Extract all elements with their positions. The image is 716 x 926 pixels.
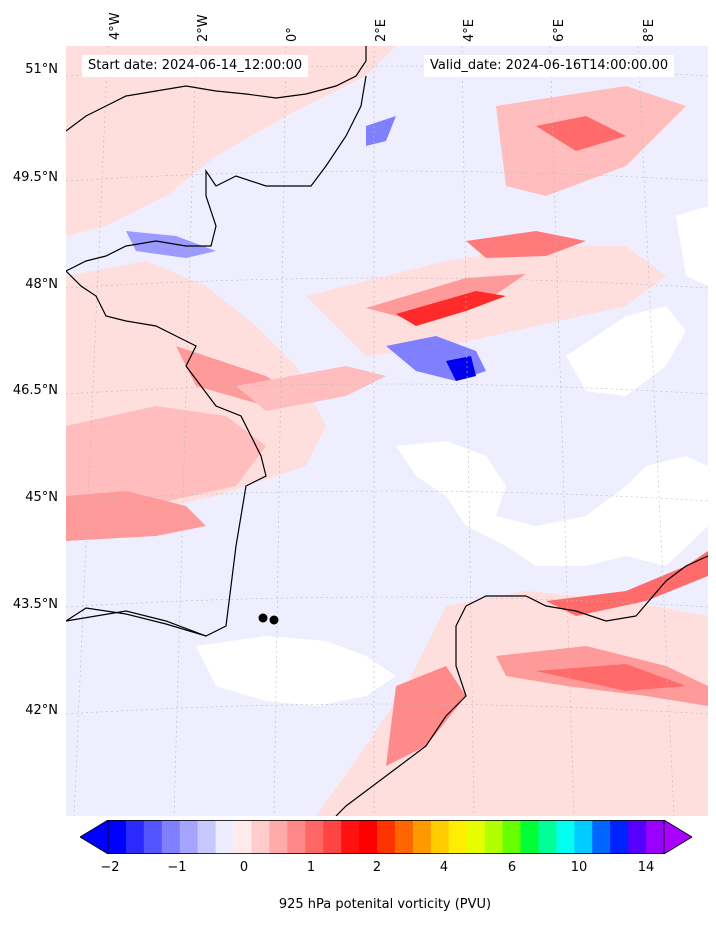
pv-positive-med	[316, 591, 708, 816]
colorbar-segment	[197, 820, 217, 854]
colorbar-segment	[484, 820, 504, 854]
colorbar-segment	[556, 820, 575, 854]
lon-label-4e: 4°E	[462, 19, 477, 42]
coast-england-south	[66, 46, 367, 132]
lat-label-42n: 42°N	[25, 703, 58, 718]
colorbar-segment	[341, 820, 360, 854]
colorbar-tick-2: 2	[372, 860, 382, 875]
colorbar-tick-14: 14	[637, 860, 655, 875]
colorbar-over-arrow	[663, 820, 692, 854]
colorbar-segment	[143, 820, 163, 854]
pv-negative-strong	[446, 356, 476, 381]
missing-data-pyrenees	[196, 636, 396, 706]
pv-positive-central-strong	[366, 274, 526, 321]
graticule	[66, 46, 708, 816]
marker-1	[258, 613, 268, 623]
colorbar-segment	[538, 820, 557, 854]
colorbar-tick-m1: −1	[167, 860, 187, 875]
lat-label-45n: 45°N	[25, 490, 58, 505]
colorbar-tick-6: 6	[507, 860, 517, 875]
colorbar-segment	[502, 820, 522, 854]
missing-data-massif	[396, 441, 708, 566]
colorbar-segment	[125, 820, 145, 854]
colorbar	[80, 820, 692, 854]
coast-catalonia	[335, 605, 467, 816]
colorbar-tick-m2: −2	[100, 860, 120, 875]
colorbar-segment	[574, 820, 593, 854]
missing-data-alps-north	[566, 306, 686, 396]
colorbar-segment	[610, 820, 629, 854]
colorbar-segment	[448, 820, 468, 854]
colorbar-segment	[233, 820, 252, 854]
coast-channel-france	[66, 75, 367, 272]
colorbar-segment	[359, 820, 378, 854]
lon-label-6e: 6°E	[552, 19, 567, 42]
pv-negative-northwest	[126, 231, 216, 258]
valid-date-label: Valid_date: 2024-06-16T14:00:00.00	[424, 55, 675, 77]
lon-label-0: 0°	[285, 27, 300, 42]
coastlines	[66, 46, 708, 816]
lat-label-46-5n: 46.5°N	[12, 383, 58, 398]
pv-positive-catalonia	[386, 666, 466, 766]
pv-positive-bay	[66, 406, 266, 516]
colorbar-segment	[646, 820, 665, 854]
pv-positive-strong-1	[396, 291, 506, 326]
colorbar-segment	[394, 820, 414, 854]
colorbar-segment	[628, 820, 647, 854]
colorbar-segment	[377, 820, 396, 854]
markers	[258, 613, 279, 625]
lat-label-48n: 48°N	[25, 277, 58, 292]
coast-mediterranean	[465, 555, 708, 622]
pv-positive-bay-strong	[66, 491, 206, 541]
pv-negative-ne	[366, 116, 396, 146]
colorbar-tick-10: 10	[570, 860, 588, 875]
colorbar-segment	[305, 820, 324, 854]
colorbar-segment	[161, 820, 181, 854]
colorbar-segment	[412, 820, 432, 854]
pv-positive-ne-strong	[536, 116, 626, 151]
colorbar-segment	[215, 820, 235, 854]
colorbar-segment	[287, 820, 306, 854]
colorbar-under-arrow	[80, 820, 109, 854]
pv-positive-med-strong	[536, 664, 686, 691]
colorbar-segment	[323, 820, 342, 854]
colorbar-frame	[107, 820, 665, 854]
colorbar-segment	[592, 820, 611, 854]
marker-2	[269, 615, 279, 625]
potential-vorticity-map	[66, 46, 708, 816]
lat-label-49-5n: 49.5°N	[12, 170, 58, 185]
colorbar-segment	[430, 820, 450, 854]
lon-label-4w: 4°W	[108, 12, 123, 40]
colorbar-segment	[520, 820, 539, 854]
lon-label-8e: 8°E	[642, 19, 657, 42]
lon-label-2w: 2°W	[196, 14, 211, 42]
colorbar-label: 925 hPa potenital vorticity (PVU)	[278, 897, 492, 912]
pv-positive-riviera	[546, 551, 708, 616]
start-date-label: Start date: 2024-06-14_12:00:00	[82, 55, 309, 77]
lat-label-51n: 51°N	[25, 62, 58, 77]
colorbar-segment	[251, 820, 270, 854]
pv-positive-northwest	[66, 46, 396, 236]
colorbar-tick-1: 1	[306, 860, 316, 875]
colorbar-segment	[179, 820, 199, 854]
pv-positive-band-2	[236, 366, 386, 411]
coast-spain-north	[66, 607, 207, 637]
colorbar-segment	[269, 820, 288, 854]
colorbar-tick-4: 4	[439, 860, 449, 875]
lon-label-2e: 2°E	[374, 19, 389, 42]
lat-label-43-5n: 43.5°N	[12, 597, 58, 612]
missing-data-east	[676, 206, 708, 286]
colorbar-tick-0: 0	[239, 860, 249, 875]
colorbar-segment	[108, 820, 127, 854]
colorbar-segment	[466, 820, 486, 854]
